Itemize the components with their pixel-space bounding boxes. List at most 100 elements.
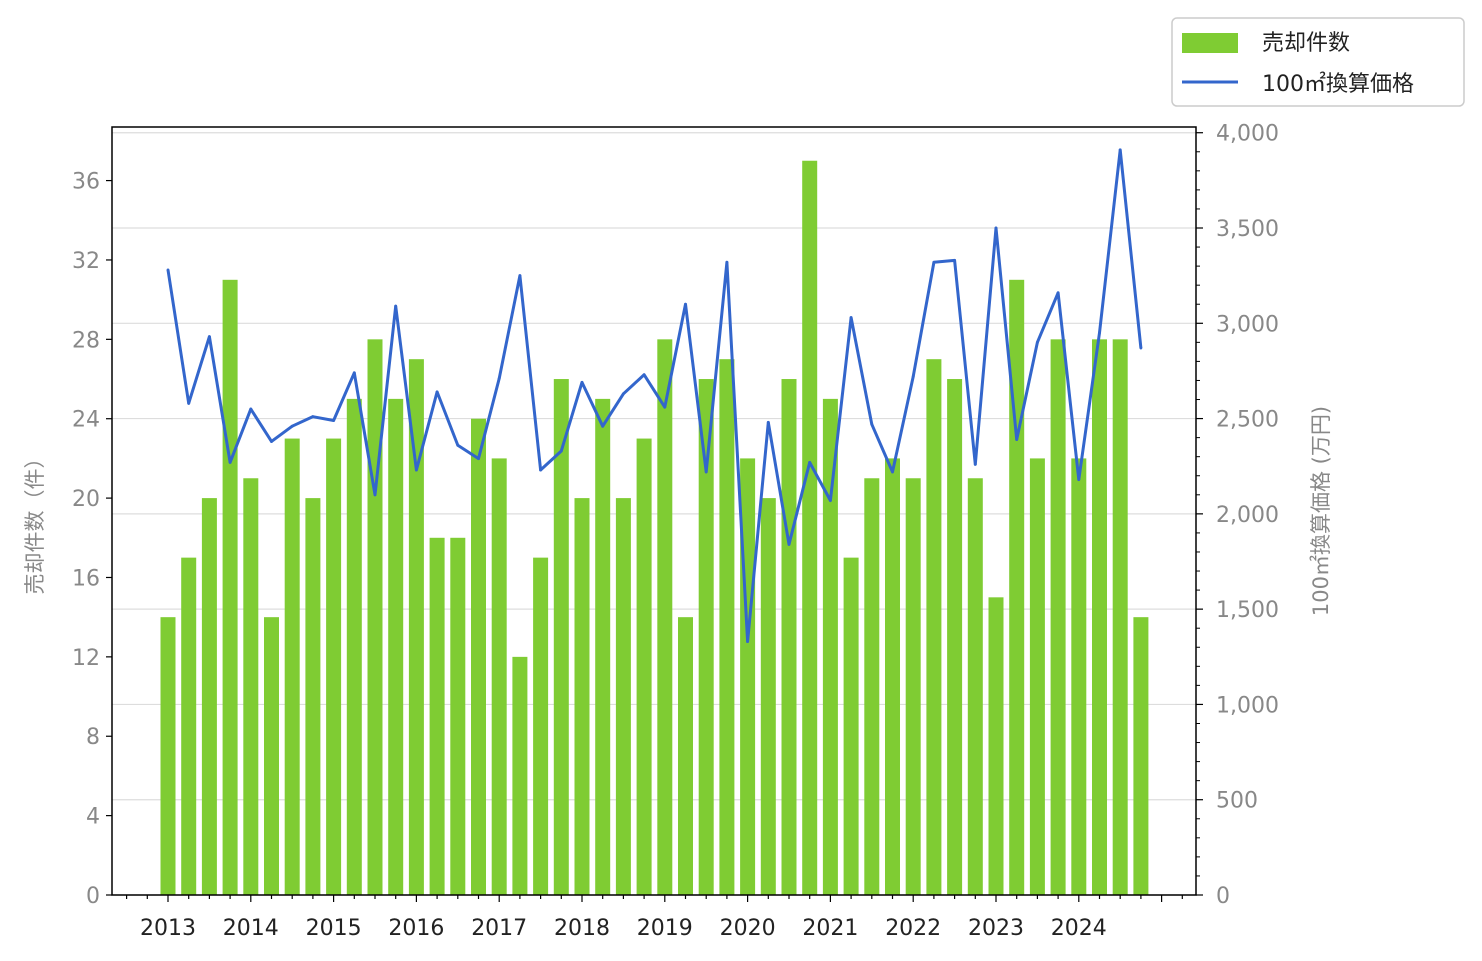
line-point (891, 470, 894, 474)
legend-bar-label: 売却件数 (1262, 31, 1350, 56)
y-left-tick-label: 28 (72, 328, 100, 353)
line-point (787, 542, 791, 546)
line-point (601, 424, 605, 428)
line-point (1098, 331, 1101, 335)
bar (947, 379, 963, 895)
y-left-tick-label: 8 (86, 725, 100, 750)
y-left-tick-label: 4 (86, 805, 100, 830)
bar (636, 438, 652, 895)
line-series (166, 148, 1143, 644)
x-tick-label: 2023 (968, 916, 1024, 941)
line-point (684, 302, 687, 306)
x-axis: 2013 2014 2015 2016 2017 2018 2019 2020 2021 2022… (125, 895, 1183, 941)
line-point (870, 422, 874, 426)
bar (471, 418, 486, 895)
bar (264, 617, 279, 895)
x-tick-label: 2022 (885, 916, 941, 941)
bar (1092, 339, 1107, 896)
line-point (477, 457, 480, 460)
bar (553, 379, 569, 895)
bar (698, 379, 714, 895)
bar (595, 398, 611, 895)
x-tick-label: 2020 (720, 916, 776, 941)
x-tick-label: 2015 (306, 916, 362, 941)
bar (885, 458, 900, 895)
bar (678, 617, 693, 895)
y-right-tick-label: 3,500 (1216, 217, 1279, 242)
x-tick-label: 2017 (471, 916, 527, 941)
line-point (311, 415, 315, 419)
line-point (208, 335, 211, 339)
bar (1029, 458, 1045, 895)
y-left-tick-label: 20 (72, 487, 100, 512)
line-path (166, 148, 1143, 644)
line-point (1077, 478, 1081, 481)
x-tick-label: 2024 (1051, 916, 1107, 941)
bar (533, 557, 549, 895)
line-point (394, 304, 398, 308)
bar (326, 438, 342, 895)
y-left-tick-label: 36 (72, 170, 100, 195)
line-point (953, 258, 956, 262)
bar (201, 498, 217, 895)
y-right-tick-label: 3,000 (1216, 312, 1279, 337)
line-point (415, 468, 418, 472)
line-point (746, 640, 749, 643)
line-point (166, 268, 170, 272)
bar (760, 498, 776, 895)
line-point (663, 405, 667, 409)
y-right-tick-label: 0 (1216, 884, 1230, 909)
y-left-axis-title: 売却件数（件） (23, 448, 47, 595)
bar (926, 359, 942, 895)
plot-frame (111, 126, 1197, 896)
bar (284, 438, 300, 895)
y-left-tick-label: 0 (86, 884, 100, 909)
line-point (808, 461, 812, 464)
line-point (932, 260, 936, 264)
bar (346, 398, 362, 895)
line-point (456, 443, 460, 447)
bar (1112, 339, 1128, 896)
line-point (1118, 148, 1122, 152)
x-tick-label: 2021 (802, 916, 858, 941)
bar (781, 379, 797, 895)
line-point (373, 493, 377, 497)
bar (843, 557, 859, 895)
legend: 売却件数 100㎡換算価格 (1171, 17, 1465, 107)
y-right-tick-label: 2,000 (1216, 503, 1279, 528)
line-point (1056, 291, 1060, 295)
line-point (559, 449, 563, 453)
y-right-tick-label: 4,000 (1216, 122, 1279, 147)
bar (243, 478, 259, 895)
line-point (766, 420, 770, 424)
left-y-axis: 0 4 8 12 16 20 24 28 32 36 (72, 170, 112, 909)
legend-bar-swatch (1182, 33, 1238, 53)
line-point (228, 461, 232, 464)
bar (367, 339, 383, 896)
y-right-tick-label: 1,000 (1216, 693, 1279, 718)
line-point (539, 468, 542, 472)
bar-series (160, 160, 1149, 896)
line-point (849, 316, 853, 319)
bar (408, 359, 424, 895)
bar (1071, 458, 1087, 895)
bar (305, 498, 321, 895)
line-point (580, 380, 584, 384)
bar (222, 279, 238, 895)
bar (1050, 339, 1066, 896)
line-point (249, 407, 253, 411)
line-point (1036, 340, 1039, 344)
y-right-tick-label: 1,500 (1216, 598, 1279, 623)
bar (988, 597, 1004, 895)
bar (1009, 279, 1025, 895)
bar (512, 656, 528, 895)
line-point (270, 440, 273, 443)
legend-line-label: 100㎡換算価格 (1262, 71, 1414, 97)
bar (1133, 617, 1149, 895)
legend-box (1171, 17, 1465, 107)
bar (450, 537, 466, 895)
y-left-tick-label: 24 (72, 408, 100, 433)
bar (429, 537, 445, 895)
y-left-tick-label: 12 (72, 646, 100, 671)
